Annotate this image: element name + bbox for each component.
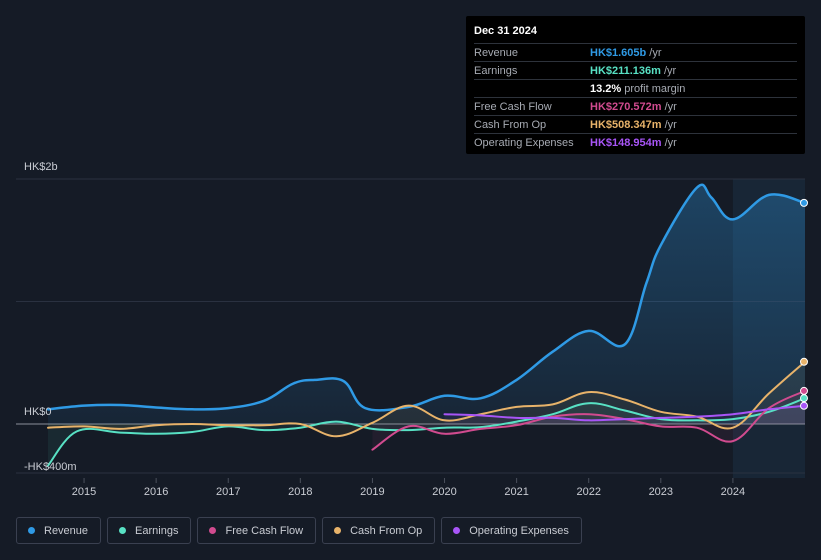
tooltip-rows: Revenue HK$1.605b/yr Earnings HK$211.136m/y… — [474, 43, 797, 151]
tooltip-date: Dec 31 2024 — [474, 25, 537, 37]
tooltip-row-unit: /yr — [663, 64, 677, 77]
y-tick-zero: HK$0 — [24, 406, 52, 418]
x-tick-label: 2019 — [360, 486, 384, 498]
x-axis-ticks: 2015 2016 2017 2018 2019 2020 2021 2022 2023 2024 — [72, 478, 745, 498]
tooltip-row-value: 13.2% — [590, 82, 622, 95]
x-tick-label: 2021 — [504, 486, 528, 498]
y-tick-bottom: -HK$400m — [24, 461, 77, 473]
tooltip-row-unit: /yr — [664, 100, 677, 113]
tooltip-row-value: HK$1.605b — [590, 46, 647, 59]
x-tick-label: 2023 — [649, 486, 673, 498]
tooltip-row: Revenue HK$1.605b/yr — [474, 43, 797, 61]
tooltip-row-unit: /yr — [649, 46, 662, 59]
x-tick-label: 2018 — [288, 486, 312, 498]
tooltip-row: 13.2% profit margin — [474, 79, 797, 97]
series-lines — [46, 183, 807, 467]
x-tick-label: 2015 — [72, 486, 96, 498]
tooltip-row-label: Operating Expenses — [474, 136, 574, 149]
y-tick-top: HK$2b — [24, 161, 58, 173]
legend-dot-icon — [209, 527, 217, 534]
tooltip-row: Earnings HK$211.136m/yr — [474, 61, 797, 79]
x-tick-label: 2016 — [144, 486, 168, 498]
tooltip-row: Free Cash Flow HK$270.572m/yr — [474, 97, 797, 115]
earnings-end-marker — [800, 394, 808, 403]
legend-dot-icon — [453, 527, 461, 534]
legend-dot-icon — [28, 527, 35, 534]
tooltip-row-label: Earnings — [474, 64, 518, 77]
legend-label: Revenue — [44, 524, 89, 537]
legend-label: Earnings — [135, 524, 179, 537]
area-fills — [48, 184, 805, 466]
legend-item-free-cash-flow[interactable]: Free Cash Flow — [197, 517, 317, 544]
tooltip-row-value: HK$211.136m — [590, 64, 661, 77]
x-tick-label: 2024 — [721, 486, 745, 498]
legend-item-revenue[interactable]: Revenue — [16, 517, 102, 544]
cash-from-op-line — [47, 360, 806, 438]
free-cash-flow-end-marker — [800, 386, 808, 395]
earnings-area — [48, 398, 805, 466]
tooltip-row-label: Cash From Op — [474, 118, 547, 131]
tooltip-row-value: HK$508.347m — [590, 118, 662, 131]
revenue-area — [48, 184, 805, 424]
x-tick-label: 2017 — [216, 486, 240, 498]
tooltip-row-label: Free Cash Flow — [474, 100, 552, 113]
cash-from-op-end-marker — [800, 357, 808, 366]
tooltip-row-value: HK$270.572m — [590, 100, 662, 113]
legend-dot-icon — [334, 527, 342, 534]
tooltip-row-value: HK$148.954m — [590, 136, 662, 149]
tooltip-row-unit: /yr — [664, 136, 677, 149]
series-end-markers — [800, 198, 808, 410]
tooltip-row-label: Revenue — [474, 46, 519, 59]
free-cash-flow-line — [371, 389, 806, 451]
legend-item-operating-expenses[interactable]: Operating Expenses — [441, 517, 582, 544]
tooltip-row: Cash From Op HK$508.347m/yr — [474, 115, 797, 133]
operating-expenses-line — [443, 404, 806, 422]
legend-dot-icon — [119, 527, 127, 534]
legend-item-cash-from-op[interactable]: Cash From Op — [322, 517, 436, 544]
revenue-line — [46, 183, 807, 412]
legend-item-earnings[interactable]: Earnings — [107, 517, 192, 544]
revenue-end-marker — [800, 198, 808, 207]
legend-label: Operating Expenses — [469, 524, 569, 537]
operating-expenses-end-marker — [800, 401, 808, 410]
legend-label: Free Cash Flow — [225, 524, 304, 537]
tooltip: Dec 31 2024 Revenue HK$1.605b/yr Earnings H… — [466, 16, 805, 154]
x-tick-label: 2022 — [576, 486, 600, 498]
x-tick-label: 2020 — [432, 486, 456, 498]
legend-label: Cash From Op — [350, 524, 423, 537]
tooltip-row-unit: profit margin — [624, 82, 686, 95]
tooltip-row: Operating Expenses HK$148.954m/yr — [474, 133, 797, 151]
tooltip-row-unit: /yr — [664, 118, 677, 131]
legend: Revenue Earnings Free Cash Flow Cash From O… — [16, 517, 582, 544]
